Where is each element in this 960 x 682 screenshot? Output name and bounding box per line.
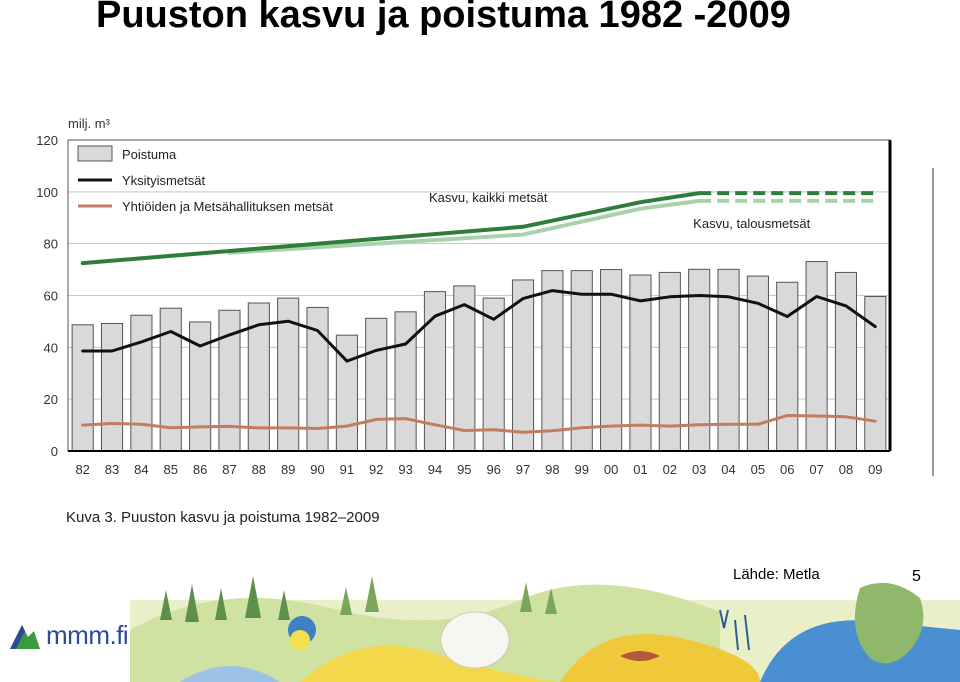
x-tick-label: 08 xyxy=(839,462,853,477)
bar-poistuma-96 xyxy=(482,297,505,452)
x-tick-label: 03 xyxy=(692,462,706,477)
line-kasvu-kaikki xyxy=(80,191,702,266)
bar-poistuma-98 xyxy=(541,270,564,452)
x-tick-label: 89 xyxy=(281,462,295,477)
line-yksityismetsat xyxy=(81,289,877,363)
nature-banner-illustration xyxy=(130,576,960,682)
bar-poistuma-85 xyxy=(159,307,182,452)
x-tick-label: 02 xyxy=(663,462,677,477)
source-label: Lähde: Metla xyxy=(733,566,820,583)
line-kasvu-talousmetsat xyxy=(227,198,702,255)
y-tick-label: 100 xyxy=(36,185,58,200)
annotation-label: Kasvu, kaikki metsät xyxy=(429,190,548,205)
x-tick-label: 99 xyxy=(575,462,589,477)
y-axis-label: milj. m³ xyxy=(68,116,111,131)
x-tick-label: 01 xyxy=(633,462,647,477)
x-tick-label: 83 xyxy=(105,462,119,477)
legend: Poistuma Yksityismetsät Yhtiöiden ja Metsä… xyxy=(77,145,333,214)
page-number: 5 xyxy=(912,568,921,585)
bar-poistuma-07 xyxy=(805,261,828,452)
legend-label: Yksityismetsät xyxy=(122,173,205,188)
annotations: Kasvu, kaikki metsät Kasvu, talousmetsät xyxy=(429,190,811,231)
y-tick-label: 40 xyxy=(44,340,58,355)
bar-poistuma-82 xyxy=(71,324,94,452)
x-tick-label: 85 xyxy=(164,462,178,477)
bar-poistuma-95 xyxy=(453,285,476,452)
lines xyxy=(80,191,877,434)
x-tick-label: 88 xyxy=(252,462,266,477)
y-tick-label: 20 xyxy=(44,392,58,407)
legend-label: Yhtiöiden ja Metsähallituksen metsät xyxy=(122,199,333,214)
bar-poistuma-92 xyxy=(365,317,388,452)
legend-label: Poistuma xyxy=(122,147,177,162)
bar-poistuma-84 xyxy=(130,314,153,452)
x-tick-label: 93 xyxy=(398,462,412,477)
bar-poistuma-99 xyxy=(570,270,593,452)
bar-poistuma-06 xyxy=(776,281,799,452)
divider xyxy=(932,168,934,476)
y-tick-label: 60 xyxy=(44,289,58,304)
figure-caption: Kuva 3. Puuston kasvu ja poistuma 1982–2… xyxy=(66,509,380,526)
line-yhtioiden-metsat xyxy=(81,414,877,434)
y-tick-label: 120 xyxy=(36,133,58,148)
x-tick-label: 94 xyxy=(428,462,442,477)
x-tick-label: 98 xyxy=(545,462,559,477)
bar-poistuma-08 xyxy=(834,271,858,452)
x-tick-label: 06 xyxy=(780,462,794,477)
x-tick-label: 97 xyxy=(516,462,530,477)
x-tick-label: 91 xyxy=(340,462,354,477)
x-tick-label: 86 xyxy=(193,462,207,477)
slide-title: Puuston kasvu ja poistuma 1982 -2009 xyxy=(96,0,791,36)
x-tick-label: 05 xyxy=(751,462,765,477)
bar-poistuma-93 xyxy=(394,311,417,452)
x-tick-label: 00 xyxy=(604,462,618,477)
x-tick-label: 90 xyxy=(310,462,324,477)
x-tick-label: 87 xyxy=(222,462,236,477)
bar-poistuma-83 xyxy=(100,322,124,452)
x-tick-label: 09 xyxy=(868,462,882,477)
annotation-label: Kasvu, talousmetsät xyxy=(693,216,810,231)
legend-swatch-poistuma xyxy=(77,145,113,162)
x-tick-label: 04 xyxy=(721,462,735,477)
logo: mmm.fi xyxy=(8,620,129,651)
y-tick-label: 0 xyxy=(51,444,58,459)
bars xyxy=(71,261,887,452)
x-tick-label: 92 xyxy=(369,462,383,477)
logo-text: mmm.fi xyxy=(46,620,129,650)
x-tick-label: 84 xyxy=(134,462,148,477)
x-tick-label: 96 xyxy=(486,462,500,477)
x-tick-label: 82 xyxy=(75,462,89,477)
y-tick-label: 80 xyxy=(44,237,58,252)
x-tick-label: 07 xyxy=(809,462,823,477)
logo-icon xyxy=(10,624,40,649)
x-tick-label: 95 xyxy=(457,462,471,477)
